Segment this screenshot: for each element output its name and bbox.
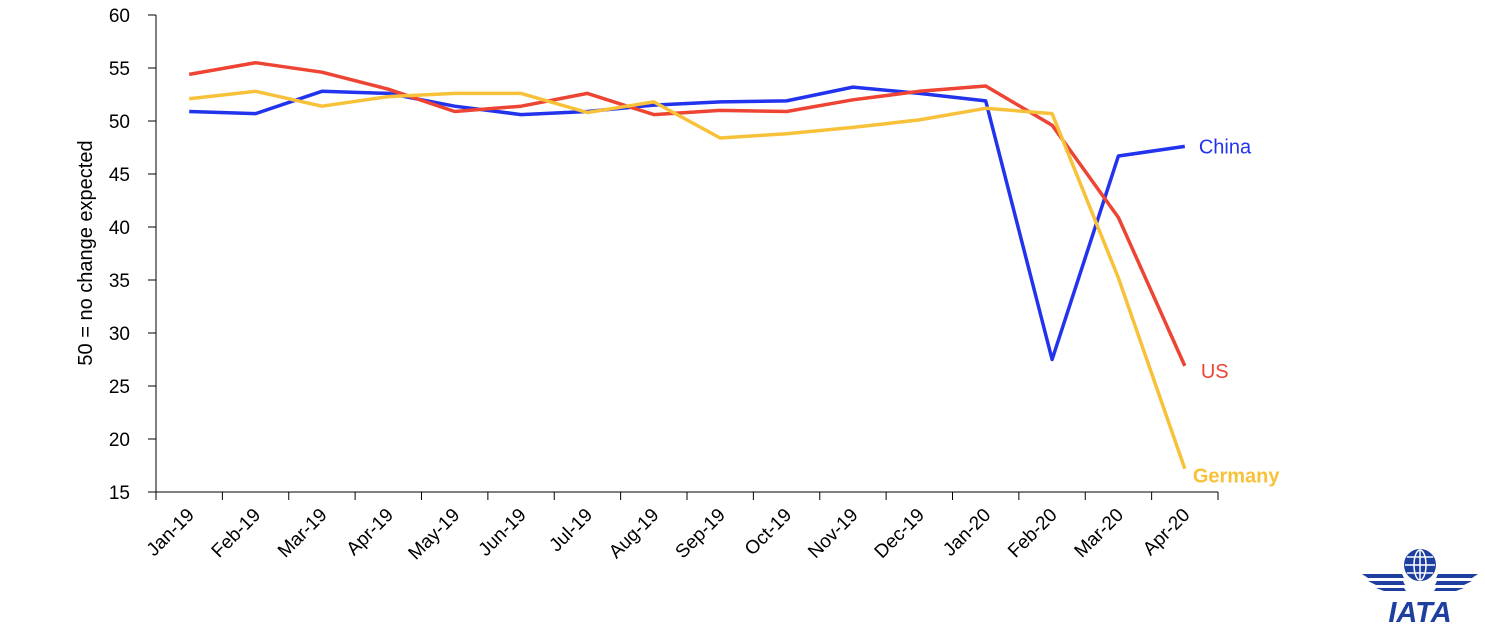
y-tick-label: 35: [109, 271, 130, 292]
y-axis-title: 50 = no change expected: [75, 140, 97, 365]
x-tick-label: Aug-19: [605, 505, 663, 563]
x-tick-label: Oct-19: [741, 505, 796, 560]
globe-icon: [1404, 549, 1436, 581]
wings-icon: [1362, 574, 1478, 591]
y-tick-label: 30: [109, 324, 130, 345]
y-tick-label: 45: [109, 165, 130, 186]
series-lines: [188, 60, 1187, 470]
y-tick-label: 40: [109, 218, 130, 239]
series-line-us: [188, 60, 1187, 367]
series-label-us: US: [1201, 361, 1229, 383]
series-line-china: [189, 85, 1186, 362]
y-tick-label: 25: [109, 377, 130, 398]
x-tick-label: Feb-19: [208, 505, 265, 562]
series-labels: China US Germany: [1193, 136, 1281, 487]
series-label-germany: Germany: [1193, 466, 1281, 488]
y-tick-label: 15: [109, 483, 130, 504]
iata-logo: IATA: [1360, 545, 1480, 629]
logo-text: IATA: [1388, 597, 1451, 625]
series-line-germany: [189, 89, 1187, 470]
x-tick-label: May-19: [405, 505, 465, 565]
x-tick-label: Mar-20: [1071, 505, 1128, 562]
x-tick-label: Jan-20: [939, 505, 995, 561]
x-tick-label: Apr-19: [343, 505, 398, 560]
x-tick-label: Nov-19: [804, 505, 862, 563]
x-tick-label: Apr-20: [1139, 505, 1194, 560]
x-tick-label: Mar-19: [274, 505, 331, 562]
y-axis: 15 20 25 30 35 40 45 50 55 60: [109, 6, 157, 504]
x-tick-label: Jul-19: [546, 505, 597, 556]
y-tick-label: 55: [109, 59, 130, 80]
y-tick-label: 20: [109, 430, 130, 451]
y-tick-label: 50: [109, 112, 130, 133]
x-tick-label: Jun-19: [475, 505, 531, 561]
x-tick-label: Dec-19: [871, 505, 929, 563]
x-axis: Jan-19 Feb-19 Mar-19 Apr-19 May-19 Jun-19 Jul-…: [143, 491, 1219, 565]
x-tick-label: Feb-20: [1004, 505, 1061, 562]
x-tick-label: Jan-19: [143, 505, 199, 561]
x-tick-label: Sep-19: [672, 505, 730, 563]
series-label-china: China: [1199, 136, 1252, 158]
y-tick-label: 60: [109, 6, 130, 27]
